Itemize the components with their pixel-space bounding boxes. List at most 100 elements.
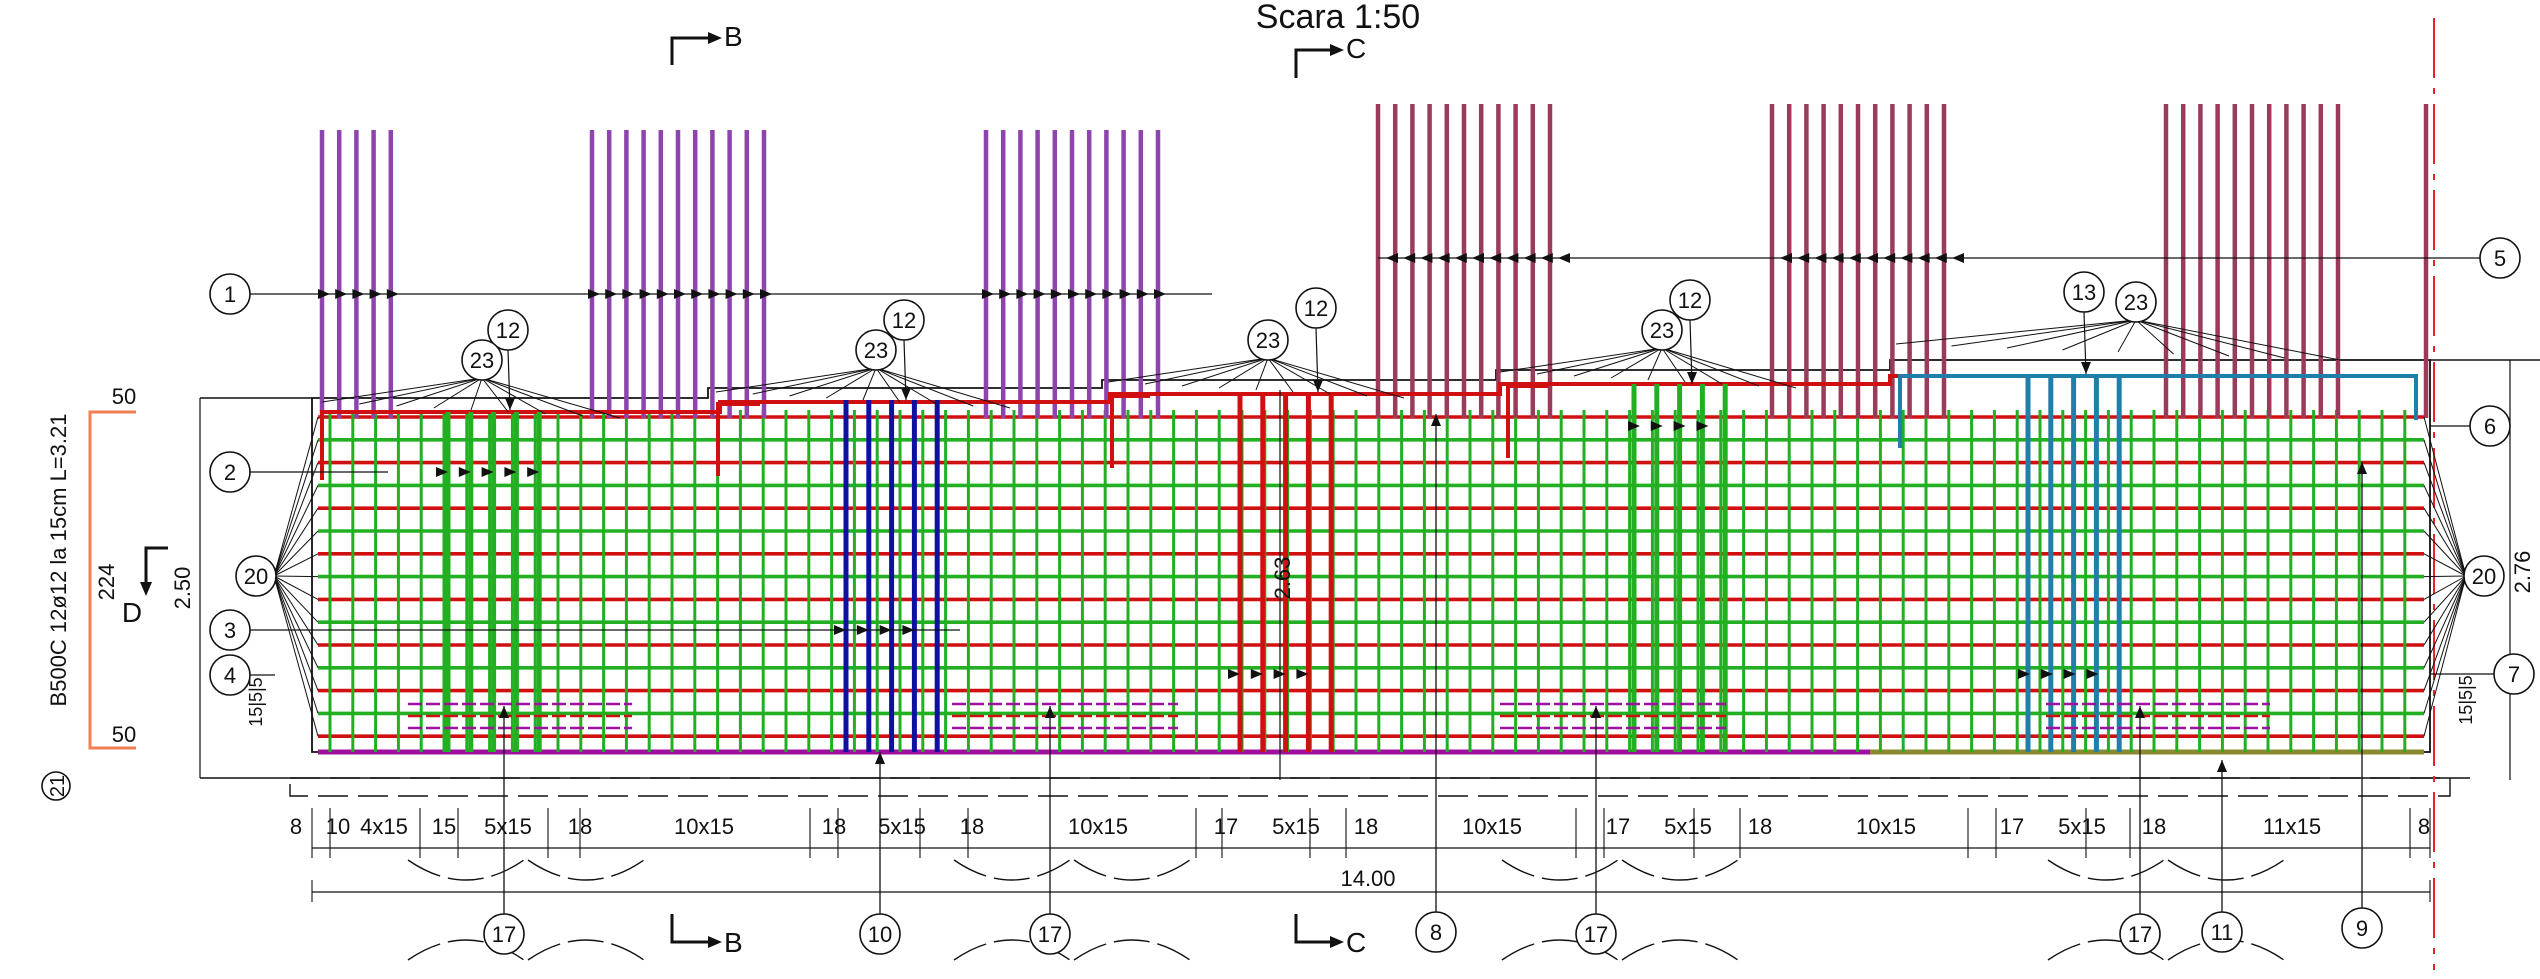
leader: [273, 575, 319, 669]
arrow-tick: [436, 467, 448, 477]
section-marker-c-bottom: C: [1294, 914, 1366, 958]
mark-number: 23: [2124, 290, 2148, 315]
leader: [2423, 575, 2467, 669]
arrowhead: [2217, 760, 2227, 772]
leader: [470, 377, 483, 411]
leader: [273, 416, 319, 577]
arrow-tick: [1628, 421, 1640, 431]
mark-number: 3: [224, 618, 236, 643]
arrowhead: [2081, 362, 2091, 374]
mark-number: 23: [1650, 318, 1674, 343]
leader: [1267, 357, 1405, 399]
leader: [715, 367, 877, 393]
mark-bubble: 12: [1295, 287, 1337, 329]
dim-text: 10x15: [1462, 814, 1522, 839]
arrow-tick: [1797, 253, 1810, 263]
leader: [2423, 462, 2467, 577]
arrow-tick: [879, 625, 892, 635]
leader: [2423, 575, 2467, 646]
rebar-layers: [318, 104, 2429, 755]
arrow-tick: [1454, 253, 1467, 263]
overall-length: 14.00: [1340, 866, 1395, 891]
arrow-tick: [1420, 253, 1433, 263]
leader: [2423, 575, 2467, 691]
arrow-tick: [1673, 421, 1686, 431]
dimension-lines: [199, 360, 2511, 902]
section-label: D: [122, 597, 142, 628]
arrow-tick: [639, 289, 652, 299]
dim-text: 18: [822, 814, 846, 839]
leader: [825, 367, 877, 399]
bar-21-top: 50: [112, 384, 136, 409]
arrowhead: [1431, 414, 1441, 426]
leader: [273, 485, 319, 577]
leader: [875, 367, 974, 407]
mark-bubble: 20: [2463, 555, 2505, 597]
mark-bubble: 23: [1641, 309, 1683, 351]
leader: [273, 439, 319, 577]
leader: [2423, 575, 2467, 714]
leader: [273, 575, 319, 623]
arrow-tick: [1506, 253, 1519, 263]
mark-number: 12: [1304, 296, 1328, 321]
leader: [1951, 319, 2137, 347]
mark-bubble: 23: [461, 339, 503, 381]
wall-outline: [200, 18, 2540, 970]
leader: [1661, 347, 1760, 387]
mark-bubble: 13: [2063, 271, 2105, 313]
arrow-tick: [1814, 253, 1827, 263]
leader: [481, 377, 621, 419]
arrow-tick: [335, 289, 348, 299]
arrow-tick: [2086, 669, 2099, 679]
arrow-tick: [1558, 253, 1570, 263]
arrow-tick: [1119, 289, 1132, 299]
leader: [273, 575, 319, 600]
top-teal-bar: [1898, 374, 2418, 448]
arrow-tick: [458, 467, 471, 477]
mark-number: 20: [2472, 564, 2496, 589]
dim-text: 17: [1214, 814, 1238, 839]
arrow-tick: [369, 289, 382, 299]
leader: [321, 377, 483, 403]
arrow-tick: [1900, 253, 1913, 263]
leader: [1181, 357, 1269, 387]
mark-number: 2: [224, 460, 236, 485]
dim-text: 17: [1606, 814, 1630, 839]
leader: [1499, 347, 1663, 373]
arrow-tick: [856, 625, 869, 635]
bar-21-spec: B500C 12ø12 la 15cm L=3.21: [46, 414, 71, 707]
mark-bubble: 23: [855, 329, 897, 371]
dim-text: 18: [1354, 814, 1378, 839]
leader: [481, 377, 583, 417]
leader: [1107, 357, 1269, 383]
arrow-tick: [1650, 421, 1663, 431]
leader: [396, 377, 483, 407]
arrow-tick: [1250, 669, 1263, 679]
arrowhead: [875, 752, 885, 764]
leader: [2135, 319, 2174, 355]
arrow-tick: [725, 289, 738, 299]
leader: [2423, 416, 2467, 577]
mark-bubble: 17: [483, 913, 525, 955]
dim-text: 5x15: [878, 814, 926, 839]
section-label: C: [1346, 33, 1366, 64]
leader: [2006, 319, 2137, 349]
mark-bubble: 23: [2115, 281, 2157, 323]
side-small-right: 15|5|5: [2456, 675, 2476, 724]
mark-bubble: 7: [2493, 653, 2535, 695]
mark-bubble: 1: [209, 273, 251, 315]
arrow-tick: [1016, 289, 1029, 299]
bar-21-mark: 21: [47, 775, 69, 797]
mark-bubble: 10: [859, 913, 901, 955]
leader: [1610, 347, 1663, 379]
leader: [273, 575, 319, 737]
dim-text: 8: [2418, 814, 2430, 839]
leader: [1218, 357, 1269, 389]
section-marker-b-top: B: [670, 21, 743, 65]
arrow-tick: [352, 289, 365, 299]
mark-bubble: 17: [1029, 913, 1071, 955]
mark-bubble: 17: [1575, 913, 1617, 955]
mark-bubble: 9: [2341, 907, 2383, 949]
arrow-tick: [1780, 253, 1792, 263]
